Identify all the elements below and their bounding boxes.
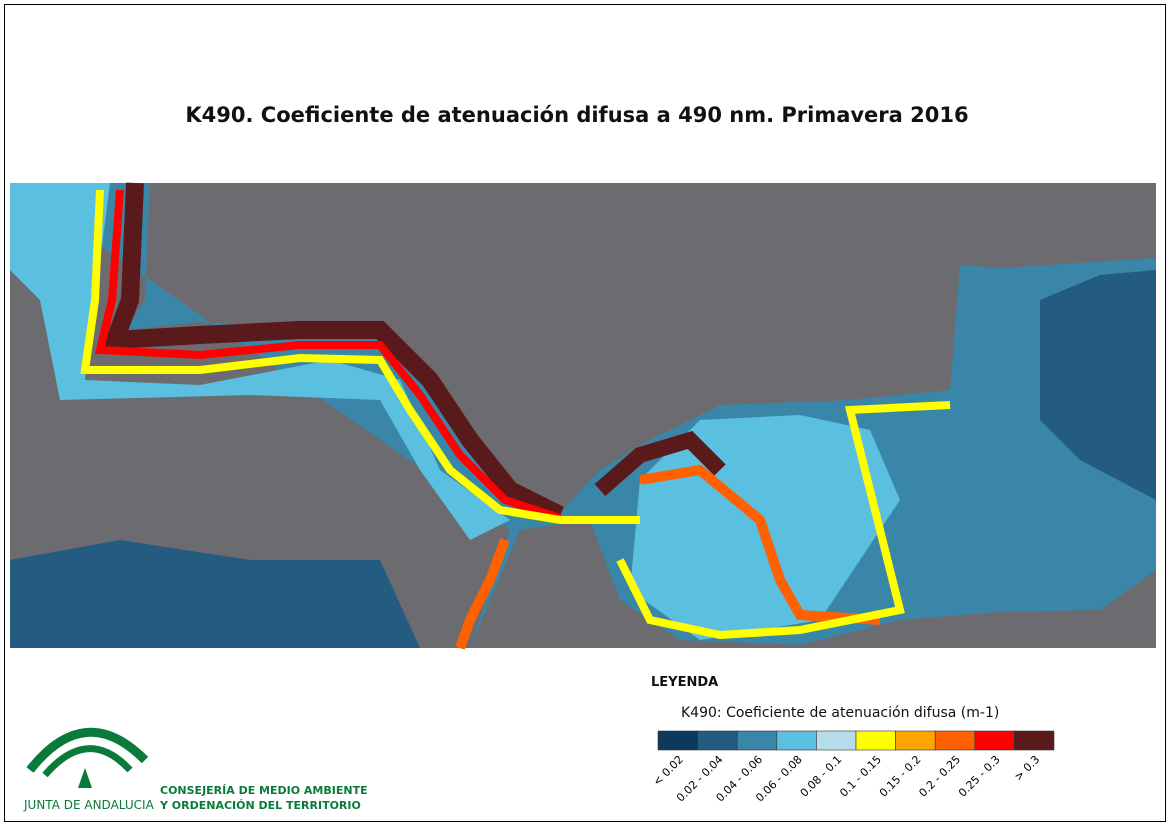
- logo-mark: [78, 768, 92, 788]
- logo-arc: [26, 727, 149, 773]
- legend-swatch: [657, 730, 698, 751]
- logo-brand: JUNTA DE ANDALUCIA: [23, 798, 155, 812]
- morocco: [470, 520, 1156, 648]
- legend-swatch: [1014, 730, 1055, 751]
- coast-low-east: [616, 401, 951, 640]
- coast-south: [455, 538, 510, 650]
- shelf: [10, 183, 510, 540]
- coast-mid-east: [639, 464, 881, 625]
- deep-sea-atlantic: [10, 540, 420, 648]
- legend-swatch: [776, 730, 817, 751]
- legend-swatch: [934, 730, 976, 751]
- map: [10, 182, 1156, 650]
- legend-subtitle: K490: Coeficiente de atenuación difusa (…: [681, 705, 999, 721]
- legend-swatch: [736, 730, 778, 751]
- legend-swatch: [895, 730, 936, 751]
- logo-line: Y ORDENACIÓN DEL TERRITORIO: [159, 799, 361, 812]
- coast-mid: [94, 189, 562, 522]
- legend-swatch: [697, 730, 738, 751]
- logo: JUNTA DE ANDALUCIA CONSEJERÍA DE MEDIO A…: [23, 727, 368, 812]
- legend-swatch: [855, 730, 896, 751]
- deep-sea: [1040, 270, 1156, 500]
- coast-high-east: [594, 430, 726, 497]
- coast-low: [80, 189, 640, 524]
- map-title: K490. Coeficiente de atenuación difusa a…: [185, 103, 968, 127]
- legend-heading: LEYENDA: [651, 675, 718, 690]
- logo-line: CONSEJERÍA DE MEDIO AMBIENTE: [160, 784, 368, 797]
- coast-high: [101, 182, 565, 524]
- logo-arc: [42, 745, 133, 778]
- legend-swatch: [816, 730, 857, 751]
- legend-swatch: [974, 730, 1015, 751]
